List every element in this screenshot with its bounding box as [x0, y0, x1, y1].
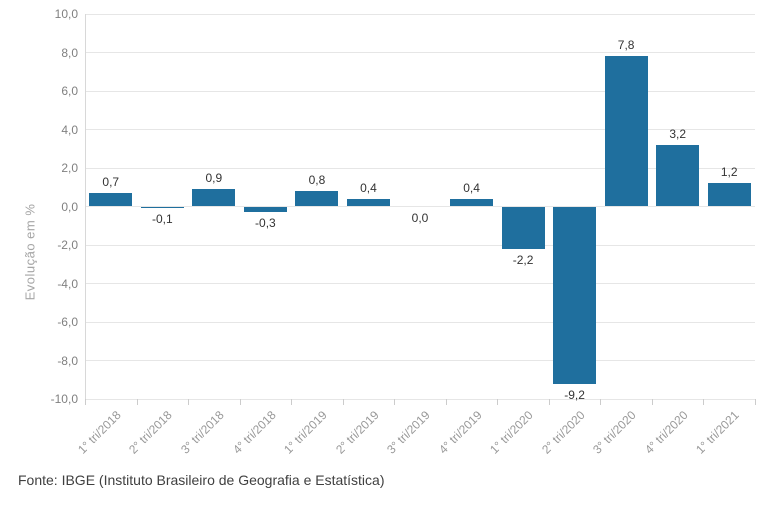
bar-1° tri/2021[interactable] — [707, 183, 751, 207]
x-axis-label: 4° tri/2019 — [435, 408, 485, 457]
x-axis-label: 3° tri/2019 — [384, 408, 433, 457]
gridline — [85, 206, 755, 207]
bar-2° tri/2018[interactable] — [140, 206, 184, 209]
bar-value-label: 0,9 — [205, 171, 223, 186]
x-axis-label: 1° tri/2019 — [281, 408, 330, 457]
x-axis-label: 2° tri/2020 — [538, 408, 588, 457]
gridline — [85, 283, 755, 284]
x-axis-label: 1° tri/2018 — [75, 408, 124, 457]
x-axis-label: 4° tri/2020 — [641, 408, 691, 457]
y-axis-tick-label: 6,0 — [61, 84, 78, 98]
x-axis-tick — [188, 399, 190, 405]
gridline — [85, 90, 755, 92]
x-axis-label: 3° tri/2018 — [178, 408, 227, 457]
x-axis-tick — [651, 399, 653, 405]
bar-value-label: -0,1 — [151, 212, 173, 227]
bar-value-label: -9,2 — [564, 387, 585, 402]
x-axis-tick — [548, 399, 550, 405]
bar-value-label: 0,0 — [411, 210, 429, 225]
gridline — [85, 360, 755, 361]
gridline — [85, 167, 755, 169]
y-axis-tick-label: 0,0 — [61, 199, 78, 214]
bar-3° tri/2018[interactable] — [192, 189, 236, 207]
y-axis-tick-label: -2,0 — [57, 238, 78, 252]
y-axis-tick-label: -10,0 — [50, 392, 78, 406]
x-axis-tick — [497, 399, 499, 405]
bar-1° tri/2020[interactable] — [501, 206, 545, 249]
x-axis-label: 2° tri/2018 — [126, 408, 176, 457]
bar-4° tri/2018[interactable] — [243, 206, 287, 213]
gridline — [85, 398, 755, 400]
bar-value-label: 3,2 — [669, 126, 687, 141]
gridline — [85, 129, 755, 130]
x-axis-tick — [291, 399, 293, 405]
y-axis-tick-label: 10,0 — [54, 7, 78, 21]
bar-1° tri/2019[interactable] — [295, 191, 339, 207]
x-axis-tick — [755, 399, 756, 405]
x-axis-tick — [239, 399, 241, 405]
x-axis-tick — [342, 399, 344, 405]
bar-value-label: 0,7 — [102, 175, 120, 190]
y-axis-tick-label: 2,0 — [61, 161, 78, 175]
y-axis-tick-label: 4,0 — [61, 122, 78, 137]
x-axis-tick — [703, 399, 705, 405]
source-note: Fonte: IBGE (Instituto Brasileiro de Geo… — [18, 472, 385, 488]
bar-4° tri/2019[interactable] — [450, 198, 494, 207]
x-axis-label: 1° tri/2021 — [693, 408, 743, 457]
bar-1° tri/2018[interactable] — [89, 193, 133, 207]
bar-2° tri/2019[interactable] — [346, 198, 390, 207]
y-axis-tick-label: -4,0 — [57, 276, 78, 291]
x-axis-label: 4° tri/2018 — [229, 408, 279, 457]
bar-3° tri/2020[interactable] — [604, 56, 648, 207]
gridline — [85, 321, 755, 323]
gridline — [85, 52, 755, 53]
x-axis-tick — [85, 399, 86, 405]
bar-2° tri/2020[interactable] — [553, 206, 597, 384]
bar-value-label: 0,4 — [360, 180, 377, 195]
bar-value-label: 1,2 — [720, 165, 738, 180]
bar-value-label: -2,2 — [512, 252, 534, 267]
y-axis-tick-label: -8,0 — [57, 353, 78, 368]
x-axis-label: 1° tri/2020 — [487, 408, 536, 457]
x-axis-tick — [600, 399, 602, 405]
bar-4° tri/2020[interactable] — [656, 144, 700, 207]
gridline — [85, 244, 755, 246]
y-axis-title: Evolução em % — [22, 203, 38, 301]
x-axis-tick — [394, 399, 396, 405]
gridline — [85, 13, 755, 15]
bar-value-label: 0,8 — [308, 173, 326, 188]
y-axis-line — [85, 14, 86, 399]
x-axis-tick — [136, 399, 138, 405]
x-axis-label: 2° tri/2019 — [332, 408, 382, 457]
x-axis-label: 3° tri/2020 — [590, 408, 640, 457]
x-axis-tick — [445, 399, 447, 405]
bar-value-label: 0,4 — [463, 180, 480, 195]
y-axis-tick-label: -6,0 — [57, 315, 78, 329]
bar-value-label: -0,3 — [255, 216, 276, 231]
y-axis-tick-label: 8,0 — [61, 45, 78, 60]
bar-value-label: 7,8 — [617, 38, 635, 53]
